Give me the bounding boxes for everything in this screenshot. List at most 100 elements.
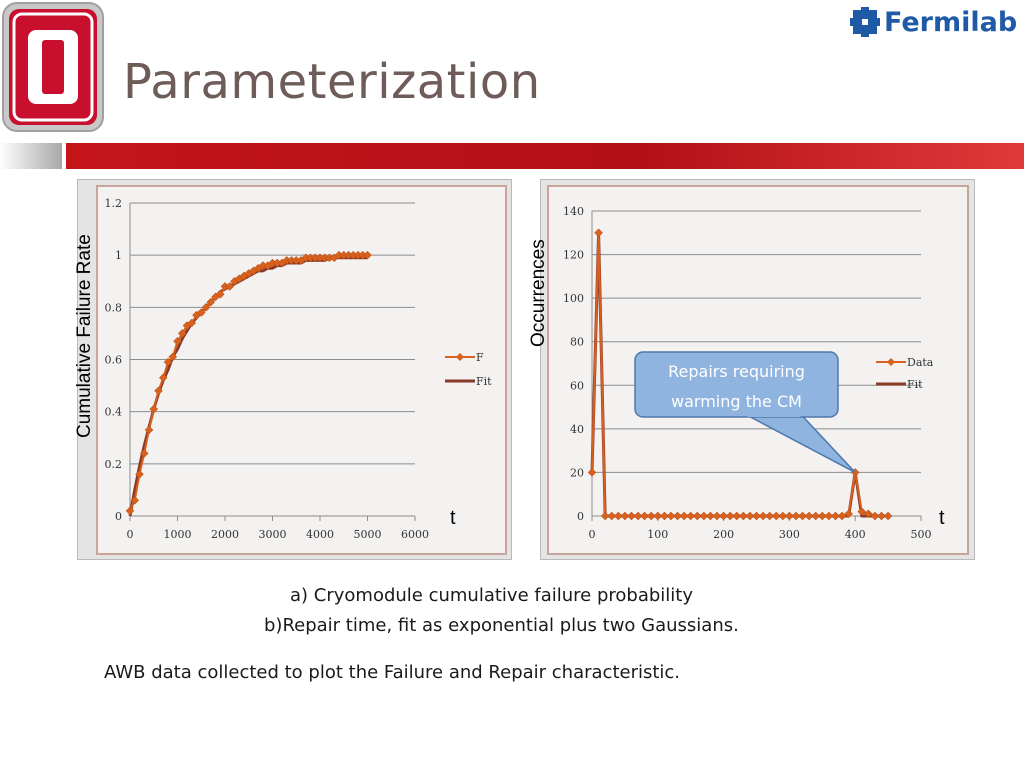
chart-a-ytick-label: 0.4 [105,406,123,419]
chart-b-series-data-point [587,468,597,477]
page-title: Parameterization [123,54,541,110]
chart-a-series-fit-line [128,256,368,517]
callout-text-line2: warming the CM [671,392,802,411]
chart-b-xtick-label: 100 [647,528,668,541]
chart-b-series-data-point [613,511,623,521]
chart-b-series-data-point [646,511,656,521]
chart-b-series-data-point [673,511,682,521]
chart-a-series-f-point [149,404,159,414]
chart-a-series-f-point [363,250,372,260]
chart-b-xtick-label: 500 [911,528,932,541]
chart-b-ytick-label: 120 [563,249,584,262]
chart-b-series-data-point [798,511,807,521]
chart-b-series-data-point [752,511,761,521]
chart-b-series-data-point [594,228,603,238]
chart-b-series-data-point [699,511,709,521]
chart-a-xtick-label: 3000 [259,528,287,541]
chart-b-series-data-point [758,511,768,521]
chart-b-ytick-label: 140 [563,205,584,218]
chart-b-series-data-point [870,511,880,521]
callout-pointer [746,414,856,474]
chart-a-plot-area [96,185,507,555]
chart-b-series-data-point [811,511,821,521]
chart-b-series-data-point [857,507,867,516]
chart-a-ytick-label: 0.6 [105,354,123,367]
chart-a-series-f-point [158,373,168,383]
chart-a-series-f-point [135,469,144,479]
chart-a-xlabel: t [450,507,456,529]
chart-a-series-f-point [144,425,154,435]
chart-b-series-data-point [837,511,847,521]
chart-b-series-data-point [620,511,630,521]
chart-b-series-data-point [600,511,610,521]
chart-b-series-data-point [706,511,715,521]
chart-b-series-data-point [725,511,735,521]
chart-a-legend-marker [456,353,464,361]
chart-b-legend-label: Data [907,356,934,369]
chart-b-series-data-point [712,511,722,521]
chart-b-series-data-point [765,511,775,521]
caption-a: a) Cryomodule cumulative failure probabi… [290,585,693,606]
chart-a-series-f-point [201,302,211,312]
chart-a-series-f-point [177,329,187,338]
header-bar-grey [0,143,62,169]
chart-a-series-f-point [130,495,140,505]
chart-b-series-data-point [831,511,840,521]
chart-a-xtick-label: 5000 [354,528,382,541]
chart-b-series-data-point [738,511,748,521]
chart-a-legend-label: Fit [476,375,492,388]
chart-b-xtick-label: 200 [713,528,734,541]
chart-b-series-data-point [883,511,893,521]
chart-a-ytick-label: 1 [115,249,122,262]
chart-a-series-f-point [225,282,235,291]
chart-b-ytick-label: 80 [570,336,584,349]
callout-join [747,413,801,417]
chart-b-xlabel: t [939,507,945,529]
chart-b-series-data-point [745,511,755,521]
chart-b-series-data-point [732,511,742,521]
chart-b-series-data-point [864,509,873,519]
chart-b-series-data-point [660,511,669,521]
chart-a-series-f-point [187,318,197,328]
chart-a-series-f-point [173,336,182,346]
fermilab-logo: Fermilab [850,4,1017,40]
caption-b: b)Repair time, fit as exponential plus t… [264,615,739,636]
chart-a-xtick-label: 4000 [306,528,334,541]
chart-a-ytick-label: 0.8 [105,301,123,314]
chart-b-series-data-point [679,511,689,521]
chart-a-ylabel: Cumulative Failure Rate [74,234,95,438]
chart-b-series-data-point [877,511,886,521]
chart-b-ytick-label: 100 [563,292,584,305]
chart-a-xtick-label: 1000 [164,528,192,541]
chart-b-xtick-label: 400 [845,528,866,541]
caption-note: AWB data collected to plot the Failure a… [104,662,681,683]
chart-b-series-data-point [653,511,663,521]
chart-b-series-data-point [633,511,643,521]
block-o-logo [2,2,104,132]
chart-a-series-f-line [129,254,368,512]
chart-b-ytick-label: 60 [570,379,584,392]
chart-a-series-f-point [206,297,216,307]
chart-b-series-data-point [607,511,617,521]
fermilab-mark-icon [850,7,880,37]
chart-b-series-data-point [627,511,636,521]
chart-b-legend-label: Fit [907,378,923,391]
callout-box [634,351,839,418]
chart-a-xtick-label: 2000 [211,528,239,541]
chart-b-series-data-point [817,511,827,521]
chart-a-series-f-point [215,289,225,299]
chart-b-ylabel: Occurrences [528,239,549,347]
chart-b-series-data-point [666,511,676,521]
chart-a-ytick-label: 0 [115,510,122,523]
chart-b-series-data-point [844,509,853,519]
chart-b-series-data-point [791,511,801,521]
chart-b-series-data-point [804,511,814,521]
chart-b-ytick-label: 40 [570,423,584,436]
chart-a-series-f-point [163,357,173,367]
callout-text-line1: Repairs requiring [668,362,805,381]
chart-b-legend-marker [887,358,895,366]
chart-b-series-data-point [719,511,728,521]
chart-a-legend-label: F [476,351,484,364]
fermilab-wordmark: Fermilab [884,6,1018,38]
chart-a-ytick-label: 0.2 [105,458,123,471]
